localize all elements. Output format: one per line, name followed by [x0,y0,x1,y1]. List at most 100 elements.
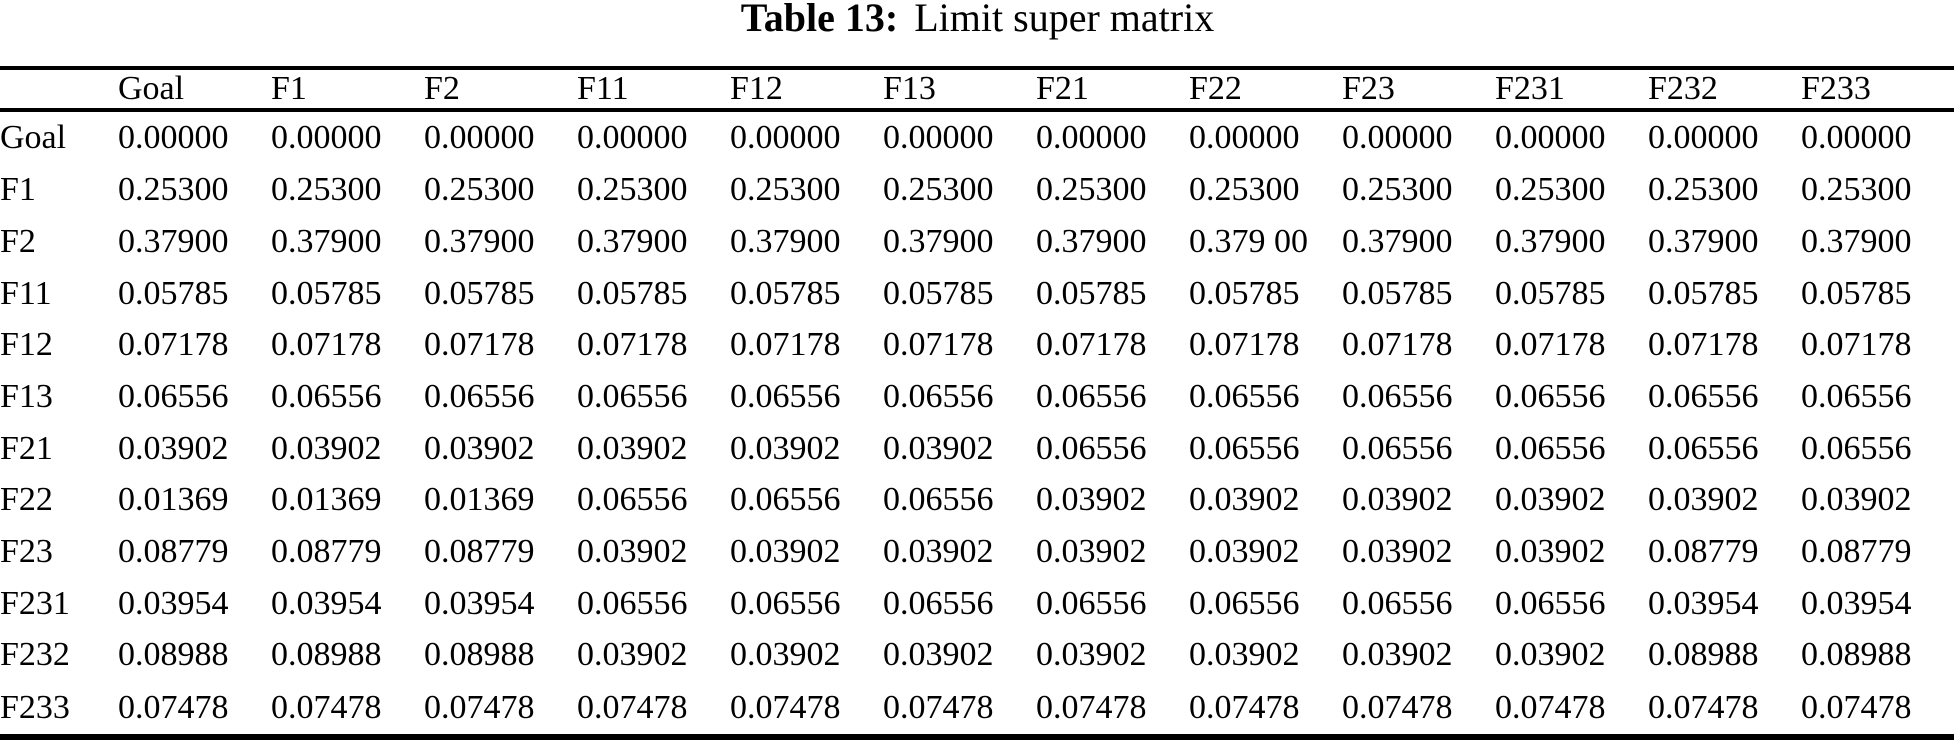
column-header-f23: F23 [1342,68,1495,112]
table-header-row: Goal F1 F2 F11 F12 F13 F21 F22 F23 F231 F232 F233 [0,68,1954,112]
row-label-f2: F2 [0,222,36,260]
cell-f232-goal: 0.08988 [118,636,229,674]
cell-f23-f1: 0.08779 [271,532,382,570]
cell-f232-f13: 0.03902 [883,636,994,674]
cell-f233-f233: 0.07478 [1801,688,1912,726]
cell-f22-f233: 0.03902 [1801,481,1912,519]
cell-f12-f2: 0.07178 [424,326,535,364]
cell-f233-f11: 0.07478 [577,688,688,726]
cell-f1-f1: 0.25300 [271,171,382,209]
cell-f12-goal: 0.07178 [118,326,229,364]
cell-f22-f11: 0.06556 [577,481,688,519]
table-row-f23: F23 0.08779 0.08779 0.08779 0.03902 0.03902 0.… [0,526,1954,578]
cell-f1-f23: 0.25300 [1342,171,1453,209]
cell-goal-f12: 0.00000 [730,119,841,157]
cell-f231-f1: 0.03954 [271,584,382,622]
row-label-f1: F1 [0,171,36,209]
cell-f1-f21: 0.25300 [1036,171,1147,209]
cell-f11-f231: 0.05785 [1495,274,1606,312]
cell-goal-goal: 0.00000 [118,119,229,157]
cell-f23-f233: 0.08779 [1801,532,1912,570]
row-label-goal: Goal [0,119,67,157]
cell-f232-f2: 0.08988 [424,636,535,674]
cell-f21-f232: 0.06556 [1648,429,1759,467]
table-caption: Table 13: Limit super matrix [0,0,1955,42]
cell-f232-f1: 0.08988 [271,636,382,674]
table-caption-label: Table 13: [740,0,899,40]
cell-f11-f21: 0.05785 [1036,274,1147,312]
cell-f11-f11: 0.05785 [577,274,688,312]
column-header-f13: F13 [883,68,1036,112]
cell-f12-f11: 0.07178 [577,326,688,364]
cell-f13-f13: 0.06556 [883,377,994,415]
cell-goal-f1: 0.00000 [271,119,382,157]
cell-f2-f11: 0.37900 [577,222,688,260]
cell-f21-f233: 0.06556 [1801,429,1912,467]
cell-f1-f231: 0.25300 [1495,171,1606,209]
table-row-f21: F21 0.03902 0.03902 0.03902 0.03902 0.03902 0.… [0,423,1954,475]
cell-f2-f23: 0.37900 [1342,222,1453,260]
cell-f1-f232: 0.25300 [1648,171,1759,209]
cell-f12-f23: 0.07178 [1342,326,1453,364]
table-row-goal: Goal 0.00000 0.00000 0.00000 0.00000 0.00000 0… [0,110,1954,164]
cell-f13-f1: 0.06556 [271,377,382,415]
cell-f2-f231: 0.37900 [1495,222,1606,260]
cell-f12-f13: 0.07178 [883,326,994,364]
table-row-f22: F22 0.01369 0.01369 0.01369 0.06556 0.06556 0.… [0,474,1954,526]
cell-f1-goal: 0.25300 [118,171,229,209]
cell-f12-f22: 0.07178 [1189,326,1300,364]
table-row-f232: F232 0.08988 0.08988 0.08988 0.03902 0.03902 0… [0,629,1954,681]
cell-f13-f11: 0.06556 [577,377,688,415]
cell-f232-f233: 0.08988 [1801,636,1912,674]
cell-f13-f12: 0.06556 [730,377,841,415]
cell-f23-f13: 0.03902 [883,532,994,570]
cell-f233-f232: 0.07478 [1648,688,1759,726]
table-row-f12: F12 0.07178 0.07178 0.07178 0.07178 0.07178 0.… [0,319,1954,371]
cell-f23-f22: 0.03902 [1189,532,1300,570]
cell-f21-f13: 0.03902 [883,429,994,467]
cell-f13-goal: 0.06556 [118,377,229,415]
cell-f1-f2: 0.25300 [424,171,535,209]
table-body: Goal 0.00000 0.00000 0.00000 0.00000 0.00000 0… [0,110,1954,737]
cell-f233-f231: 0.07478 [1495,688,1606,726]
cell-f11-f1: 0.05785 [271,274,382,312]
cell-f23-f231: 0.03902 [1495,532,1606,570]
cell-f12-f231: 0.07178 [1495,326,1606,364]
cell-f23-f23: 0.03902 [1342,532,1453,570]
cell-f22-f12: 0.06556 [730,481,841,519]
cell-f22-f231: 0.03902 [1495,481,1606,519]
cell-f11-f22: 0.05785 [1189,274,1300,312]
row-label-f231: F231 [0,584,70,622]
cell-f1-f12: 0.25300 [730,171,841,209]
cell-f231-goal: 0.03954 [118,584,229,622]
cell-f2-f13: 0.37900 [883,222,994,260]
cell-f13-f233: 0.06556 [1801,377,1912,415]
cell-f232-f12: 0.03902 [730,636,841,674]
cell-f23-f2: 0.08779 [424,532,535,570]
cell-f11-f233: 0.05785 [1801,274,1912,312]
cell-goal-f231: 0.00000 [1495,119,1606,157]
cell-f1-f11: 0.25300 [577,171,688,209]
cell-f11-goal: 0.05785 [118,274,229,312]
cell-f233-f23: 0.07478 [1342,688,1453,726]
cell-f22-f2: 0.01369 [424,481,535,519]
cell-f231-f232: 0.03954 [1648,584,1759,622]
column-header-goal: Goal [118,68,271,112]
limit-super-matrix-table: Goal F1 F2 F11 F12 F13 F21 F22 F23 F231 F232 F233 G… [0,66,1954,740]
table-row-f231: F231 0.03954 0.03954 0.03954 0.06556 0.06556 0… [0,578,1954,630]
cell-f1-f22: 0.25300 [1189,171,1300,209]
cell-f22-f23: 0.03902 [1342,481,1453,519]
cell-f12-f21: 0.07178 [1036,326,1147,364]
cell-f22-f232: 0.03902 [1648,481,1759,519]
row-label-f23: F23 [0,532,53,570]
cell-f232-f21: 0.03902 [1036,636,1147,674]
cell-f21-f21: 0.06556 [1036,429,1147,467]
cell-f233-f21: 0.07478 [1036,688,1147,726]
column-header-f2: F2 [424,68,577,112]
cell-f21-f11: 0.03902 [577,429,688,467]
cell-f22-f21: 0.03902 [1036,481,1147,519]
row-label-f233: F233 [0,688,70,726]
cell-f231-f23: 0.06556 [1342,584,1453,622]
column-header-f231: F231 [1495,68,1648,112]
